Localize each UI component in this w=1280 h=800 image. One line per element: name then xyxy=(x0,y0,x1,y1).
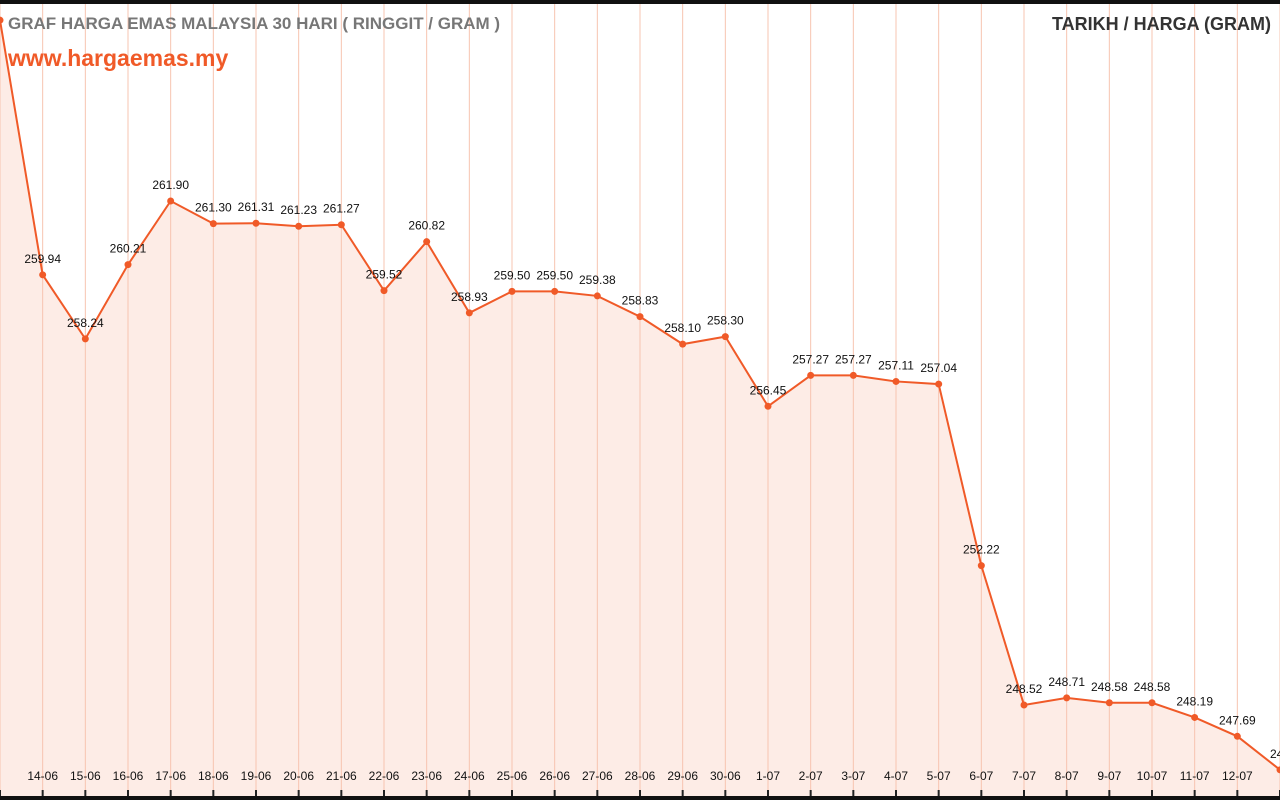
x-tick-label: 16-06 xyxy=(113,769,144,783)
x-tick-label: 2-07 xyxy=(799,769,823,783)
data-label: 257.27 xyxy=(792,352,829,366)
x-tick-label: 17-06 xyxy=(155,769,186,783)
data-label: 258.10 xyxy=(664,321,701,335)
x-tick-label: 14-06 xyxy=(27,769,58,783)
data-point xyxy=(807,371,815,379)
data-label: 260.82 xyxy=(408,219,445,233)
x-tick-label: 19-06 xyxy=(241,769,272,783)
data-label: 246 xyxy=(1270,747,1280,761)
x-tick-label: 21-06 xyxy=(326,769,357,783)
x-tick-label: 9-07 xyxy=(1097,769,1121,783)
data-label: 248.71 xyxy=(1048,675,1085,689)
data-label: 256.45 xyxy=(750,383,787,397)
data-point xyxy=(636,313,644,321)
data-point xyxy=(849,371,857,379)
data-label: 248.19 xyxy=(1176,694,1213,708)
x-tick-label: 26-06 xyxy=(539,769,570,783)
data-label: 259.50 xyxy=(536,268,573,282)
data-point xyxy=(423,238,431,246)
data-point xyxy=(935,380,943,388)
data-point xyxy=(892,377,900,385)
data-label: 247.69 xyxy=(1219,713,1256,727)
x-tick-label: 30-06 xyxy=(710,769,741,783)
x-tick-label: 27-06 xyxy=(582,769,613,783)
data-label: 248.52 xyxy=(1006,682,1043,696)
data-label: 258.24 xyxy=(67,316,104,330)
top-border xyxy=(0,0,1280,4)
x-tick-label: 11-07 xyxy=(1180,769,1210,783)
data-point xyxy=(465,309,473,317)
data-point xyxy=(764,402,772,410)
data-point xyxy=(721,333,729,341)
axis-legend: TARIKH / HARGA (GRAM) xyxy=(1052,14,1271,34)
x-tick-label: 4-07 xyxy=(884,769,908,783)
data-label: 259.38 xyxy=(579,273,616,287)
data-point xyxy=(380,287,388,295)
data-label: 259.94 xyxy=(24,252,61,266)
data-point xyxy=(508,287,516,295)
data-label: 258.30 xyxy=(707,314,744,328)
data-label: 257.27 xyxy=(835,352,872,366)
x-tick-label: 3-07 xyxy=(841,769,865,783)
data-point xyxy=(124,261,132,269)
data-label: 257.04 xyxy=(920,361,957,375)
x-tick-label: 8-07 xyxy=(1055,769,1079,783)
x-tick-label: 29-06 xyxy=(667,769,698,783)
x-tick-label: 22-06 xyxy=(369,769,400,783)
data-label: 261.90 xyxy=(152,178,189,192)
bottom-border xyxy=(0,796,1280,800)
data-label: 260.21 xyxy=(110,242,147,256)
chart-title: GRAF HARGA EMAS MALAYSIA 30 HARI ( RINGG… xyxy=(8,14,501,33)
data-label: 248.58 xyxy=(1134,680,1171,694)
data-point xyxy=(1276,766,1280,774)
data-point xyxy=(1148,699,1156,707)
data-point xyxy=(1191,713,1199,721)
data-point xyxy=(295,222,303,230)
data-point xyxy=(1063,694,1071,702)
x-tick-label: 20-06 xyxy=(283,769,314,783)
data-point xyxy=(593,292,601,300)
data-point xyxy=(39,271,47,279)
data-label: 248.58 xyxy=(1091,680,1128,694)
x-tick-label: 5-07 xyxy=(927,769,951,783)
data-point xyxy=(167,197,175,205)
data-point xyxy=(1105,699,1113,707)
data-point xyxy=(252,219,260,227)
data-point xyxy=(0,16,4,24)
x-tick-label: 24-06 xyxy=(454,769,485,783)
data-label: 259.50 xyxy=(494,268,531,282)
data-point xyxy=(1020,701,1028,709)
data-point xyxy=(679,340,687,348)
x-tick-label: 18-06 xyxy=(198,769,229,783)
data-point xyxy=(1233,732,1241,740)
x-tick-label: 23-06 xyxy=(411,769,442,783)
data-label: 261.31 xyxy=(238,200,275,214)
data-point xyxy=(337,221,345,229)
x-tick-label: 12-07 xyxy=(1222,769,1253,783)
data-point xyxy=(977,562,985,570)
x-tick-label: 1-07 xyxy=(756,769,780,783)
x-tick-label: 15-06 xyxy=(70,769,101,783)
data-label: 257.11 xyxy=(878,358,914,372)
data-label: 258.83 xyxy=(622,294,659,308)
data-point xyxy=(551,287,559,295)
site-url[interactable]: www.hargaemas.my xyxy=(8,45,229,71)
data-label: 252.22 xyxy=(963,543,1000,557)
x-tick-label: 6-07 xyxy=(969,769,993,783)
data-point xyxy=(81,335,89,343)
data-label: 259.52 xyxy=(366,268,403,282)
data-label: 258.93 xyxy=(451,290,488,304)
x-tick-label: 10-07 xyxy=(1137,769,1168,783)
data-label: 261.23 xyxy=(280,203,317,217)
x-tick-label: 28-06 xyxy=(625,769,656,783)
x-tick-label: 7-07 xyxy=(1012,769,1036,783)
x-tick-label: 25-06 xyxy=(497,769,528,783)
data-label: 261.30 xyxy=(195,201,232,215)
data-label: 261.27 xyxy=(323,202,360,216)
data-point xyxy=(209,220,217,228)
